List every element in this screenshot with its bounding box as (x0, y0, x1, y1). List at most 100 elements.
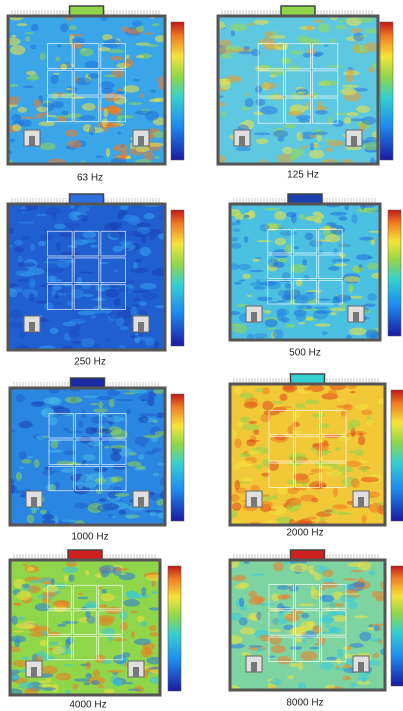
heat-blob (240, 417, 250, 424)
heat-blob (141, 444, 145, 447)
heat-blob (89, 127, 96, 135)
heat-blob (15, 270, 32, 276)
heat-blob (125, 55, 129, 59)
heat-blob (260, 38, 276, 46)
heat-blob (97, 504, 113, 511)
heat-blob (13, 630, 24, 632)
heat-blob (234, 386, 242, 395)
corner-object-inner (138, 322, 144, 332)
heat-blob (130, 611, 139, 613)
heat-blob (232, 324, 247, 333)
heat-blob (314, 306, 329, 309)
heat-blob (314, 462, 331, 467)
heat-blob (91, 680, 100, 685)
heat-blob (77, 479, 84, 489)
heat-blob (157, 513, 169, 519)
heat-blob (125, 682, 133, 684)
heat-blob (81, 338, 95, 347)
heat-blob (247, 295, 252, 297)
panel-label: 1000 Hz (71, 532, 108, 543)
heat-blob (335, 668, 353, 671)
heat-blob (134, 298, 141, 301)
heat-blob (126, 514, 136, 519)
corner-object-inner (29, 136, 35, 146)
heat-blob (85, 610, 90, 618)
heat-blob (53, 407, 70, 415)
heat-blob (338, 653, 345, 658)
heat-blob (10, 669, 20, 673)
panel-label: 250 Hz (74, 357, 106, 368)
heat-blob (99, 604, 108, 608)
panel-label: 4000 Hz (69, 700, 106, 711)
heat-blob (301, 308, 317, 310)
heat-blob (336, 405, 353, 408)
heat-blob (311, 498, 318, 503)
heat-blob (135, 146, 149, 152)
heat-blob (313, 131, 328, 135)
panel: 4000 Hz (6, 550, 181, 711)
heat-blob (61, 111, 68, 115)
heat-blob (234, 438, 241, 448)
heat-blob (17, 256, 23, 263)
heat-blob (15, 247, 24, 253)
heat-blob (16, 591, 31, 600)
heat-blob (232, 228, 240, 232)
heat-blob (63, 428, 69, 432)
heat-blob (40, 640, 48, 647)
heat-blob (83, 395, 99, 397)
heat-blob (234, 480, 240, 490)
heat-blob (140, 283, 157, 289)
heat-blob (108, 49, 124, 53)
heat-blob (30, 244, 35, 252)
heat-blob (22, 208, 39, 211)
heat-blob (93, 670, 100, 677)
heat-blob (244, 401, 258, 408)
colorbar (391, 390, 403, 521)
heat-blob (139, 413, 156, 416)
heat-blob (335, 258, 350, 262)
heat-blob (234, 585, 247, 590)
heat-blob (143, 33, 154, 35)
heat-blob (281, 317, 289, 323)
heat-blob (249, 270, 264, 272)
heat-blob (326, 625, 331, 628)
heat-blob (149, 607, 160, 610)
heat-blob (83, 482, 98, 488)
heat-blob (139, 301, 147, 306)
heat-blob (255, 98, 265, 105)
heat-blob (138, 332, 143, 337)
heat-blob (225, 46, 242, 51)
heat-blob (272, 329, 283, 339)
heat-blob (83, 294, 93, 297)
heat-blob (315, 110, 328, 115)
heat-blob (40, 52, 46, 60)
heat-blob (314, 53, 322, 57)
heat-blob (372, 591, 385, 598)
heat-blob (41, 408, 55, 418)
heat-blob (108, 635, 113, 642)
heat-blob (18, 119, 32, 126)
heat-blob (56, 259, 69, 268)
heat-blob (296, 132, 303, 141)
heat-blob (348, 424, 354, 431)
heat-blob (42, 520, 56, 524)
heat-blob (241, 652, 251, 656)
corner-object-inner (251, 662, 257, 672)
heat-blob (368, 67, 375, 73)
heat-blob (235, 213, 244, 220)
heat-blob (122, 26, 130, 31)
heat-blob (348, 450, 356, 453)
heat-blob (150, 89, 156, 93)
heat-blob (62, 621, 79, 624)
heat-blob (57, 624, 66, 627)
heat-blob (86, 662, 91, 670)
heat-blob (365, 329, 378, 339)
heat-blob (245, 93, 250, 95)
heat-blob (62, 468, 74, 473)
heat-blob (361, 410, 372, 416)
heat-blob (140, 93, 144, 98)
heat-blob (277, 300, 286, 302)
heat-blob (309, 481, 326, 489)
heat-blob (71, 289, 84, 299)
heat-blob (83, 231, 97, 238)
